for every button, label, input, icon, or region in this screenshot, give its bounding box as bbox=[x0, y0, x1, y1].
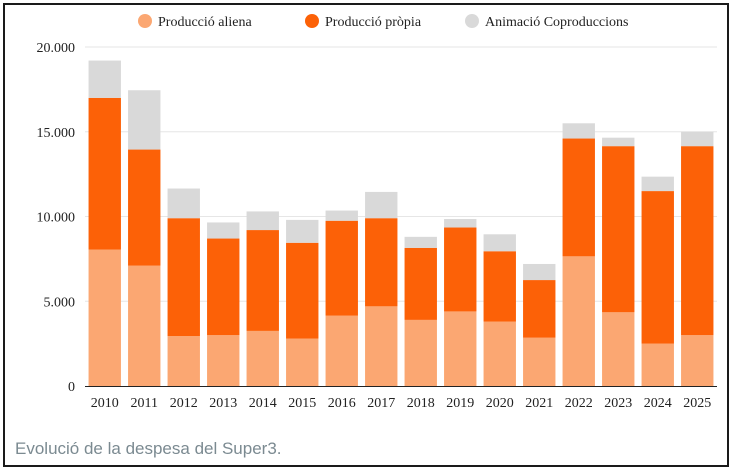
bar-produccio-propia-2015 bbox=[286, 242, 319, 339]
legend-marker-animacio-coproduccions bbox=[465, 14, 479, 28]
bar-produccio-aliena-2015 bbox=[286, 338, 319, 386]
x-tick-label: 2010 bbox=[91, 396, 119, 411]
y-tick-label: 15.000 bbox=[37, 126, 76, 141]
bar-produccio-aliena-2019 bbox=[444, 311, 477, 386]
x-tick-label: 2014 bbox=[249, 396, 277, 411]
x-tick-label: 2013 bbox=[209, 396, 237, 411]
bar-produccio-aliena-2016 bbox=[325, 315, 358, 386]
bar-produccio-propia-2017 bbox=[365, 218, 398, 307]
x-tick-label: 2016 bbox=[328, 396, 356, 411]
bar-produccio-aliena-2024 bbox=[641, 343, 674, 386]
bar-animacio-coproduccions-2019 bbox=[444, 219, 477, 228]
bar-animacio-coproduccions-2013 bbox=[207, 222, 240, 239]
y-tick-label: 10.000 bbox=[37, 211, 76, 226]
bar-produccio-propia-2014 bbox=[246, 230, 279, 331]
bar-produccio-propia-2023 bbox=[602, 146, 635, 313]
legend-marker-produccio-aliena bbox=[138, 14, 152, 28]
y-tick-label: 0 bbox=[68, 380, 75, 395]
x-tick-label: 2023 bbox=[604, 396, 632, 411]
bar-produccio-propia-2022 bbox=[562, 138, 595, 257]
x-tick-label: 2021 bbox=[525, 396, 553, 411]
bar-animacio-coproduccions-2016 bbox=[325, 210, 358, 221]
legend: Producció aliena Producció pròpia Animació… bbox=[138, 14, 628, 30]
bar-produccio-aliena-2012 bbox=[167, 335, 200, 386]
axes: 0 5.000 10.000 15.000 20.000 2010 2011 2012 2013… bbox=[37, 41, 717, 411]
bar-produccio-propia-2024 bbox=[641, 191, 674, 344]
y-tick-label: 5.000 bbox=[44, 295, 76, 310]
bar-produccio-propia-2011 bbox=[128, 149, 161, 266]
bar-animacio-coproduccions-2011 bbox=[128, 90, 161, 150]
bar-produccio-aliena-2010 bbox=[88, 249, 121, 386]
bar-produccio-propia-2010 bbox=[88, 97, 121, 250]
bar-produccio-aliena-2014 bbox=[246, 330, 279, 386]
x-tick-label: 2019 bbox=[446, 396, 474, 411]
x-tick-label: 2015 bbox=[288, 396, 316, 411]
bars bbox=[88, 60, 714, 386]
bar-animacio-coproduccions-2017 bbox=[365, 191, 398, 219]
bar-animacio-coproduccions-2010 bbox=[88, 60, 121, 98]
x-tick-label: 2024 bbox=[644, 396, 672, 411]
bar-produccio-propia-2020 bbox=[483, 251, 516, 322]
legend-label-produccio-aliena: Producció aliena bbox=[158, 15, 252, 30]
bar-produccio-propia-2019 bbox=[444, 227, 477, 312]
legend-label-animacio-coproduccions: Animació Coproduccions bbox=[485, 15, 628, 30]
x-tick-label: 2022 bbox=[565, 396, 593, 411]
bar-animacio-coproduccions-2014 bbox=[246, 211, 279, 231]
bar-animacio-coproduccions-2022 bbox=[562, 123, 595, 139]
bar-produccio-propia-2012 bbox=[167, 218, 200, 336]
bar-animacio-coproduccions-2024 bbox=[641, 176, 674, 192]
bar-produccio-aliena-2017 bbox=[365, 306, 398, 386]
chart-frame: 0 5.000 10.000 15.000 20.000 2010 2011 2012 2013… bbox=[3, 3, 729, 467]
bar-produccio-propia-2021 bbox=[523, 280, 556, 338]
bar-animacio-coproduccions-2021 bbox=[523, 263, 556, 281]
bar-animacio-coproduccions-2015 bbox=[286, 219, 319, 243]
x-tick-label: 2017 bbox=[367, 396, 395, 411]
chart-caption: Evolució de la despesa del Super3. bbox=[15, 439, 282, 458]
bar-animacio-coproduccions-2012 bbox=[167, 188, 200, 219]
bar-produccio-aliena-2020 bbox=[483, 321, 516, 386]
chart: 0 5.000 10.000 15.000 20.000 2010 2011 2012 2013… bbox=[5, 5, 731, 430]
x-tick-label: 2018 bbox=[407, 396, 435, 411]
stacked-bar-chart: 0 5.000 10.000 15.000 20.000 2010 2011 2012 2013… bbox=[37, 14, 717, 411]
bar-produccio-aliena-2021 bbox=[523, 337, 556, 386]
bar-produccio-propia-2025 bbox=[681, 146, 714, 336]
bar-produccio-aliena-2025 bbox=[681, 335, 714, 386]
bar-produccio-propia-2018 bbox=[404, 247, 437, 320]
bar-produccio-propia-2013 bbox=[207, 238, 240, 336]
bar-produccio-aliena-2018 bbox=[404, 319, 437, 386]
bar-animacio-coproduccions-2025 bbox=[681, 131, 714, 147]
x-tick-label: 2012 bbox=[170, 396, 198, 411]
bar-produccio-propia-2016 bbox=[325, 220, 358, 316]
bar-animacio-coproduccions-2020 bbox=[483, 234, 516, 252]
x-tick-label: 2020 bbox=[486, 396, 514, 411]
legend-marker-produccio-propia bbox=[305, 14, 319, 28]
x-tick-label: 2011 bbox=[131, 396, 158, 411]
bar-animacio-coproduccions-2023 bbox=[602, 137, 635, 147]
bar-produccio-aliena-2022 bbox=[562, 256, 595, 386]
bar-animacio-coproduccions-2018 bbox=[404, 236, 437, 248]
x-tick-label: 2025 bbox=[683, 396, 711, 411]
bar-produccio-aliena-2011 bbox=[128, 265, 161, 386]
y-tick-label: 20.000 bbox=[37, 41, 76, 56]
bar-produccio-aliena-2023 bbox=[602, 312, 635, 386]
bar-produccio-aliena-2013 bbox=[207, 335, 240, 386]
legend-label-produccio-propia: Producció pròpia bbox=[325, 15, 422, 30]
